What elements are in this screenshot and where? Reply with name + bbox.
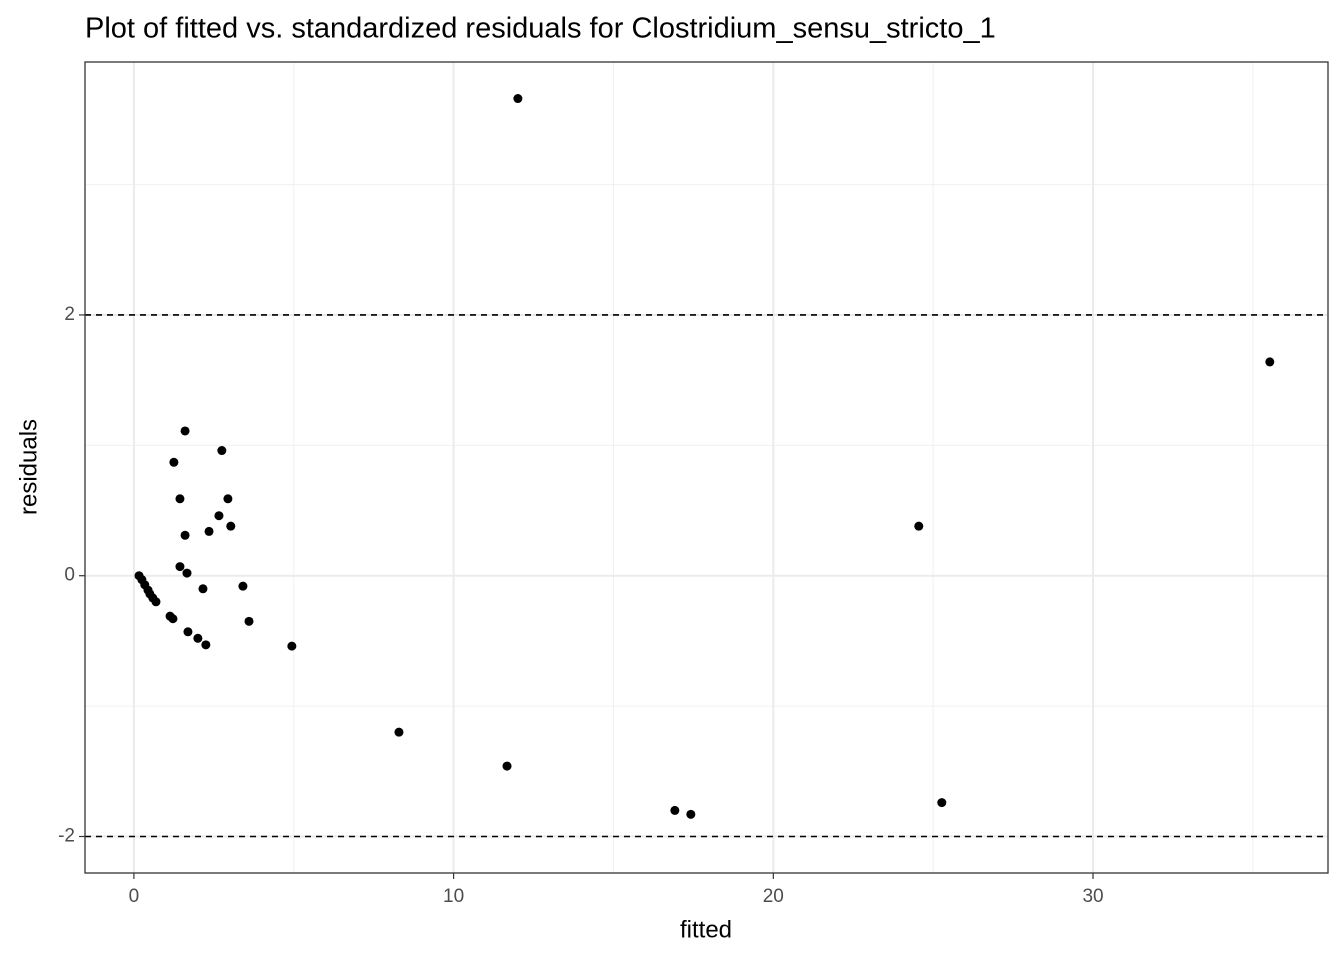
- x-tick-label: 20: [763, 886, 784, 907]
- y-tick-label: -2: [58, 826, 75, 847]
- x-axis-label: fitted: [680, 916, 732, 943]
- x-tick-label: 10: [443, 886, 464, 907]
- y-tick-label: 0: [64, 565, 75, 586]
- point: [937, 798, 947, 808]
- point: [223, 494, 233, 504]
- point: [1265, 357, 1275, 367]
- point: [180, 530, 190, 540]
- chart-title: Plot of fitted vs. standardized residual…: [85, 13, 996, 45]
- y-axis-label: residuals: [15, 419, 42, 515]
- point: [217, 446, 227, 456]
- x-tick-label: 30: [1082, 886, 1103, 907]
- point: [244, 616, 254, 626]
- point: [513, 94, 523, 104]
- point: [670, 805, 680, 815]
- point: [168, 614, 178, 624]
- point: [214, 511, 224, 521]
- point: [201, 640, 211, 650]
- point: [502, 761, 512, 771]
- x-tick-label: 0: [129, 886, 140, 907]
- point: [198, 584, 208, 594]
- point: [238, 581, 248, 591]
- point: [182, 568, 192, 578]
- point: [151, 597, 161, 607]
- point: [287, 641, 297, 651]
- point: [204, 526, 214, 536]
- point: [183, 627, 193, 637]
- point: [914, 521, 924, 531]
- point: [180, 426, 190, 436]
- point: [226, 521, 236, 531]
- point: [193, 633, 203, 643]
- point: [394, 727, 404, 737]
- y-tick-label: 2: [64, 304, 75, 325]
- point: [169, 457, 179, 467]
- point: [175, 494, 185, 504]
- panel-border: [84, 61, 1329, 874]
- point: [175, 562, 185, 572]
- point: [686, 809, 696, 819]
